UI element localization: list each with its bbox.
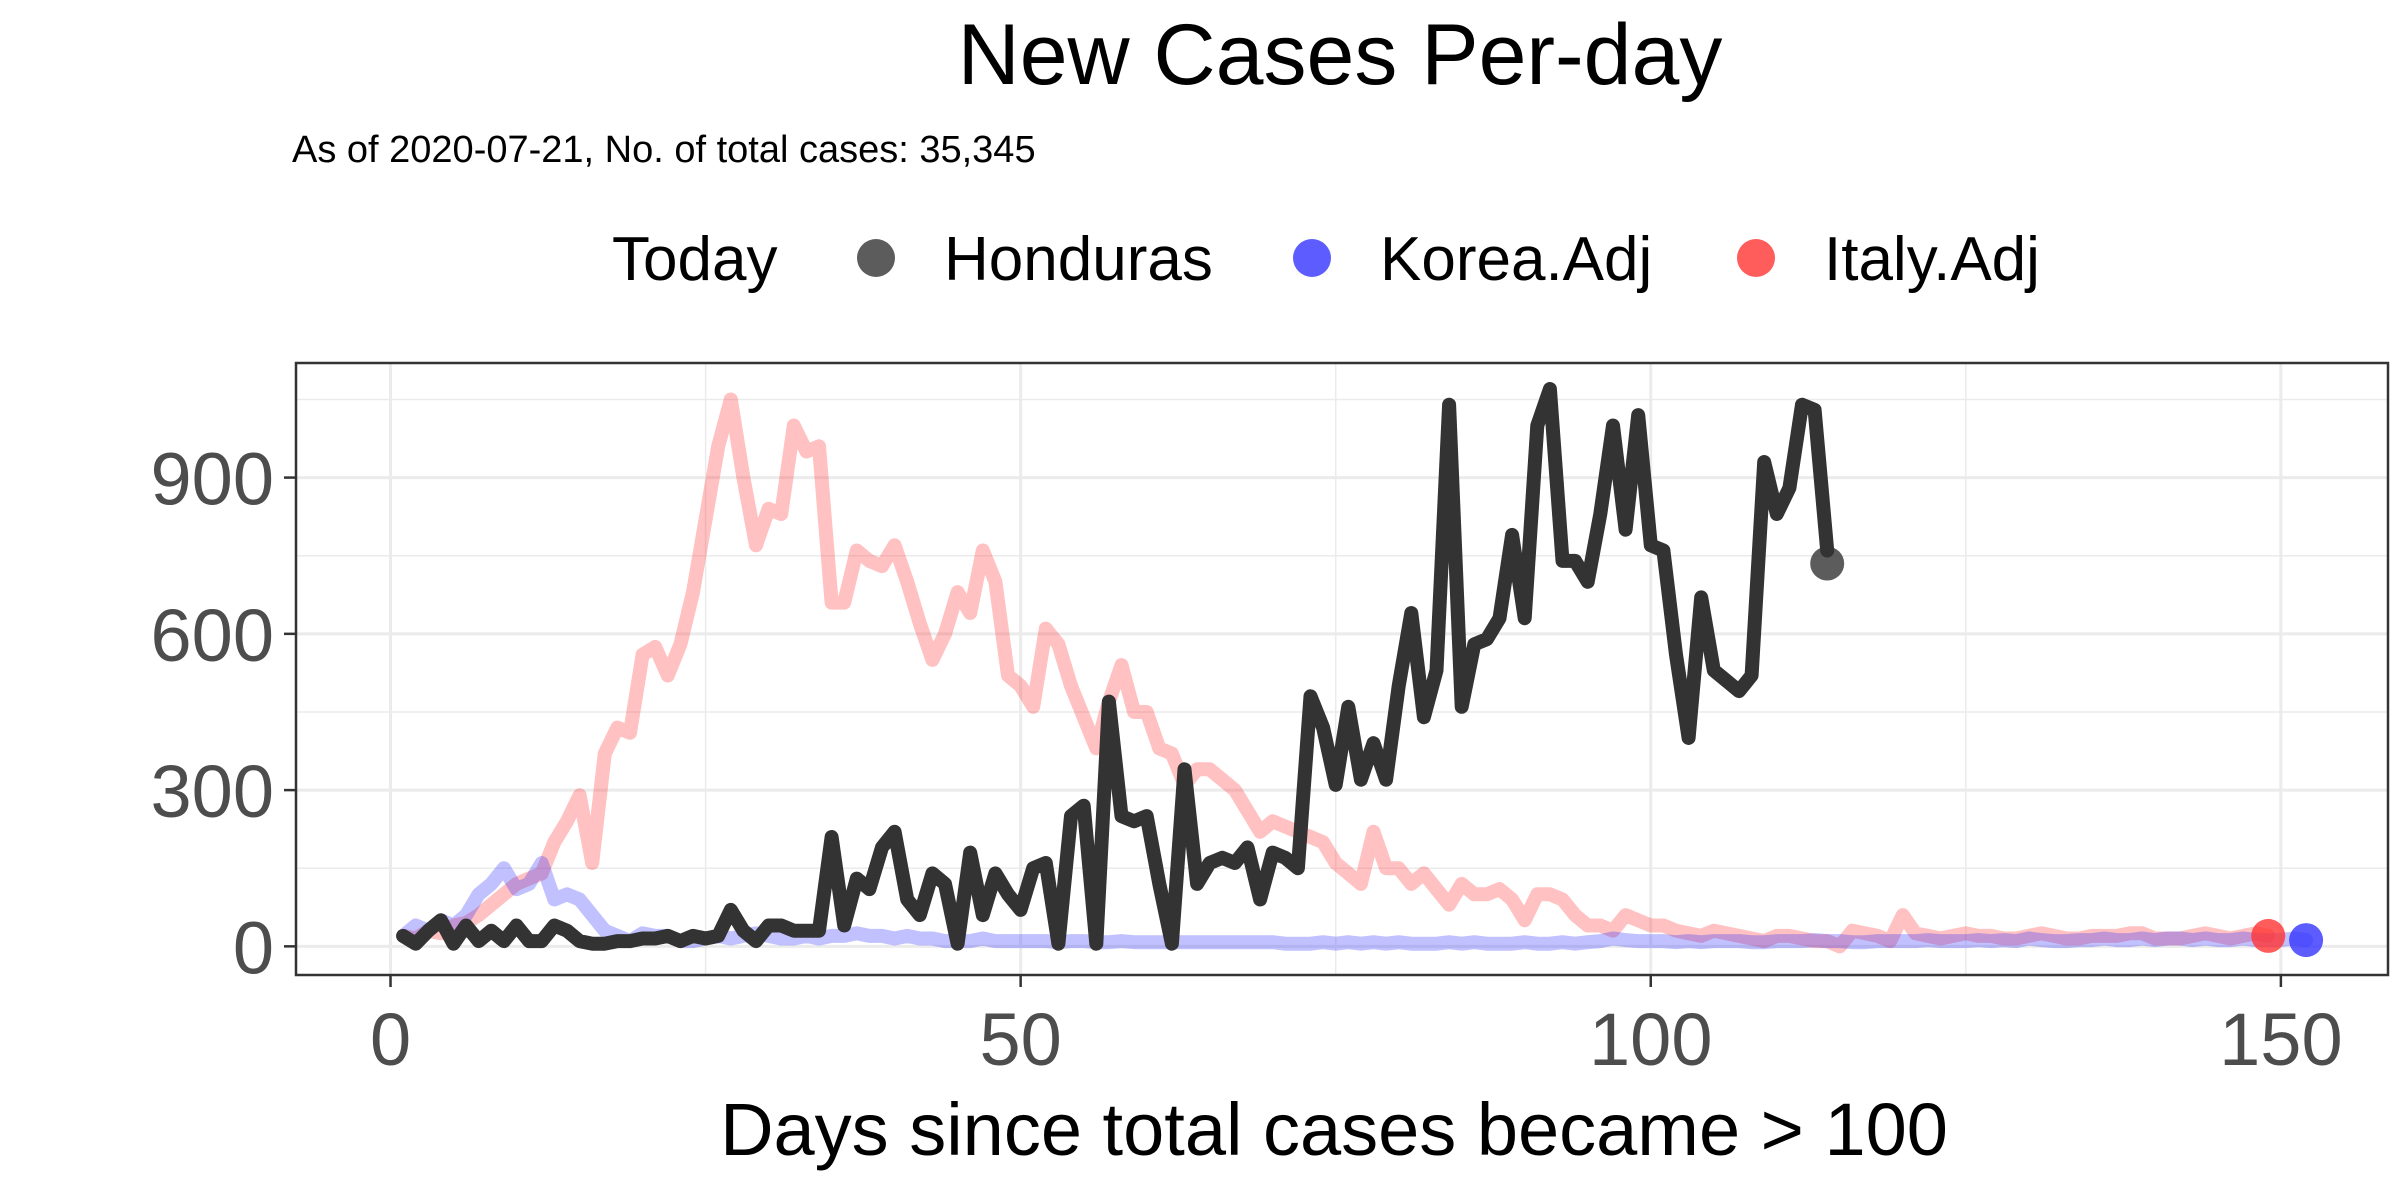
legend-label-italy-adj: Italy.Adj <box>1824 225 2040 294</box>
y-tick-label: 600 <box>151 594 274 677</box>
today-point-korea-adj <box>2289 923 2324 958</box>
series-line-italy-adj <box>396 392 2276 954</box>
chart-subtitle: As of 2020-07-21, No. of total cases: 35… <box>292 129 1036 171</box>
x-tick-label: 50 <box>979 998 1061 1081</box>
x-tick-label: 0 <box>370 998 411 1081</box>
today-points <box>1810 546 2324 958</box>
y-tick-label: 900 <box>151 438 274 521</box>
today-point-honduras <box>1810 546 1845 581</box>
x-tick-label: 150 <box>2219 998 2342 1081</box>
legend-key-italy-adj <box>1737 239 1775 277</box>
today-point-italy-adj <box>2251 918 2286 953</box>
legend-title: Today <box>612 225 777 294</box>
plot-panel-border <box>294 361 2390 977</box>
grid <box>296 363 2388 975</box>
x-tick-label: 100 <box>1589 998 1712 1081</box>
legend-label-honduras: Honduras <box>944 225 1213 294</box>
y-tick-label: 0 <box>233 906 274 989</box>
x-axis-title: Days since total cases became > 100 <box>720 1088 1948 1171</box>
series-layer <box>396 382 2314 954</box>
y-tick-label: 300 <box>151 750 274 833</box>
series-line-honduras <box>396 382 1835 951</box>
chart-title: New Cases Per-day <box>958 7 1723 103</box>
legend-key-korea-adj <box>1293 239 1331 277</box>
legend: Today Honduras Korea.Adj Italy.Adj <box>612 225 2040 294</box>
legend-key-honduras <box>857 239 895 277</box>
legend-label-korea-adj: Korea.Adj <box>1380 225 1652 294</box>
axes: 0 300 600 900 0 50 100 150 <box>151 438 2343 1081</box>
